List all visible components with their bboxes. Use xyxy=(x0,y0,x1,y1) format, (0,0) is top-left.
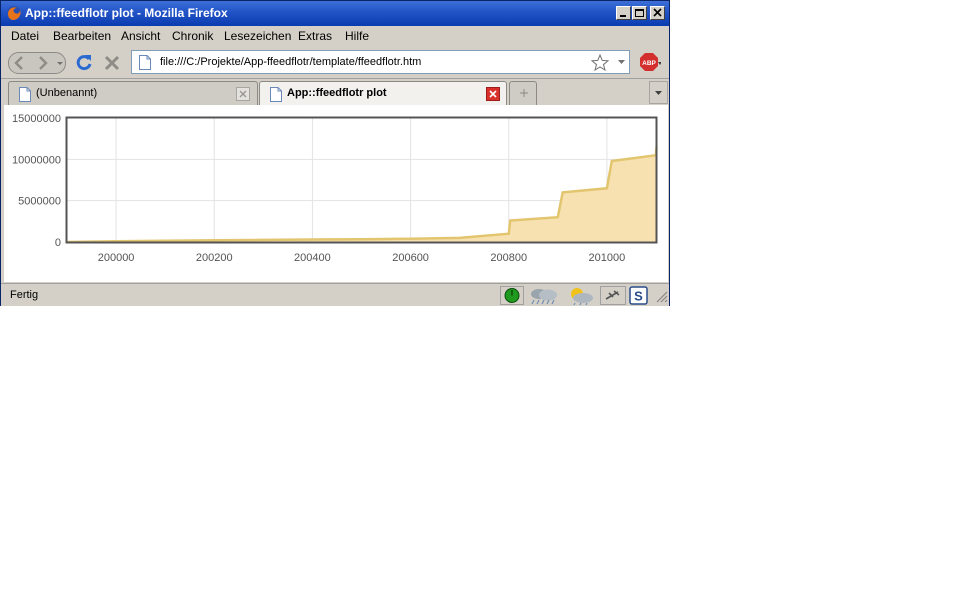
plot-frame xyxy=(65,116,658,244)
s-addon-icon[interactable]: S xyxy=(629,286,649,305)
tab-label: (Unbenannt) xyxy=(36,87,98,99)
menu-chronik[interactable]: Chronik xyxy=(172,29,214,43)
series-area xyxy=(67,146,657,242)
x-tick-label: 201000 xyxy=(589,252,626,264)
firefox-icon xyxy=(7,6,21,20)
resize-grip-icon[interactable] xyxy=(654,289,668,308)
plus-icon xyxy=(520,89,528,97)
tab-bar: (Unbenannt) App::ffeedflotr plot xyxy=(1,78,669,106)
tab-ffeedflotr-plot[interactable]: App::ffeedflotr plot xyxy=(259,81,507,106)
window-title: App::ffeedflotr plot - Mozilla Firefox xyxy=(25,6,228,20)
page-file-icon xyxy=(19,87,31,102)
y-tick-label: 10000000 xyxy=(12,154,61,166)
x-tick-label: 200400 xyxy=(294,252,331,264)
y-tick-label: 5000000 xyxy=(18,196,61,208)
tab-label: App::ffeedflotr plot xyxy=(287,87,387,99)
close-button[interactable] xyxy=(650,6,665,20)
x-tick-label: 200000 xyxy=(98,252,135,264)
page-file-icon xyxy=(139,55,151,70)
y-tick-label: 0 xyxy=(55,237,61,249)
satellite-icon[interactable] xyxy=(600,286,626,305)
page-content: 0 5000000 10000000 15000000 200000 200200 200… xyxy=(4,105,668,282)
x-tick-label: 200800 xyxy=(490,252,527,264)
url-text[interactable]: file:///C:/Projekte/App-ffeedflotr/templ… xyxy=(160,56,422,68)
reload-icon[interactable] xyxy=(73,52,95,74)
status-text: Fertig xyxy=(10,289,39,301)
status-green-clock-icon[interactable] xyxy=(500,286,524,305)
close-icon xyxy=(653,8,662,17)
svg-text:S: S xyxy=(634,289,643,304)
sun-cloud-icon[interactable] xyxy=(565,286,597,305)
history-dropdown-icon[interactable] xyxy=(55,52,65,74)
tab-close-icon[interactable] xyxy=(486,87,500,101)
adblock-plus-icon[interactable]: ABP xyxy=(639,52,661,74)
menu-extras[interactable]: Extras xyxy=(298,29,333,43)
tab-close-icon[interactable] xyxy=(236,87,250,101)
new-tab-button[interactable] xyxy=(509,81,537,105)
menu-lesezeichen[interactable]: Lesezeichen xyxy=(224,29,292,43)
series-line xyxy=(66,146,658,244)
y-tick-label: 15000000 xyxy=(12,113,61,125)
chevron-down-icon xyxy=(655,91,662,95)
tab-unbenannt[interactable]: (Unbenannt) xyxy=(8,81,258,105)
menu-ansicht[interactable]: Ansicht xyxy=(121,29,161,43)
title-bar[interactable]: App::ffeedflotr plot - Mozilla Firefox xyxy=(1,1,669,26)
maximize-button[interactable] xyxy=(632,6,647,20)
url-bar[interactable]: file:///C:/Projekte/App-ffeedflotr/templ… xyxy=(131,50,630,74)
url-dropdown-icon[interactable] xyxy=(617,57,627,67)
forward-icon[interactable] xyxy=(32,52,54,74)
menu-hilfe[interactable]: Hilfe xyxy=(345,29,370,43)
back-icon[interactable] xyxy=(9,52,31,74)
menu-bar: Datei Bearbeiten Ansicht Chronik Lesezei… xyxy=(1,26,669,46)
rain-cloud-icon[interactable] xyxy=(526,286,562,305)
tab-list-button[interactable] xyxy=(649,81,668,104)
minimize-icon xyxy=(620,15,626,17)
menu-bearbeiten[interactable]: Bearbeiten xyxy=(53,29,112,43)
x-tick-label: 200600 xyxy=(392,252,429,264)
svg-text:ABP: ABP xyxy=(642,60,656,67)
x-tick-label: 200200 xyxy=(196,252,233,264)
maximize-icon xyxy=(635,9,644,17)
bookmark-star-icon[interactable] xyxy=(591,54,609,71)
stop-icon[interactable] xyxy=(101,52,123,74)
page-file-icon xyxy=(270,87,282,102)
browser-window: App::ffeedflotr plot - Mozilla Firefox D… xyxy=(0,0,670,306)
minimize-button[interactable] xyxy=(616,6,631,20)
menu-datei[interactable]: Datei xyxy=(11,29,40,43)
status-bar: Fertig S xyxy=(1,283,669,306)
chart: 0 5000000 10000000 15000000 200000 200200 200… xyxy=(12,113,658,264)
